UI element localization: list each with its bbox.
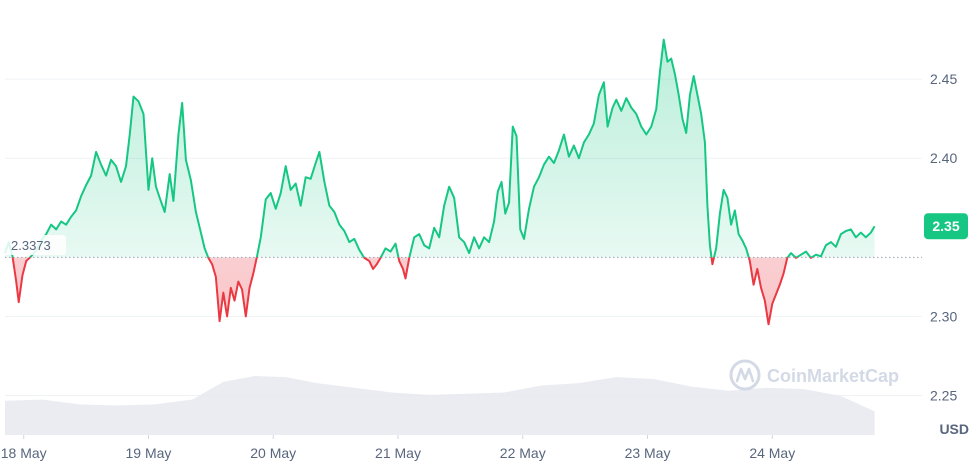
open-price-label: 2.3373: [4, 235, 66, 255]
coinmarketcap-logo-icon: [729, 359, 761, 391]
current-price-value: 2.35: [932, 218, 959, 234]
volume-area: [5, 376, 875, 435]
y-tick-label: 2.30: [930, 308, 957, 324]
price-line: [4, 38, 876, 326]
y-tick-label: 2.45: [930, 71, 957, 87]
x-tick-label: 23 May: [625, 445, 671, 461]
y-tick-label: 2.25: [930, 387, 957, 403]
x-tick-label: 19 May: [126, 445, 172, 461]
area-below-baseline: [5, 257, 875, 325]
watermark-text: CoinMarketCap: [767, 366, 899, 386]
area-above-baseline: [5, 39, 875, 258]
open-price-value: 2.3373: [11, 238, 51, 253]
x-tick-label: 18 May: [1, 445, 47, 461]
price-area: [5, 39, 875, 325]
watermark: CoinMarketCap: [729, 359, 899, 391]
x-tick-label: 22 May: [500, 445, 546, 461]
current-price-badge-bg: [924, 213, 968, 240]
x-tick-label: 20 May: [250, 445, 296, 461]
y-axis-ticks: 2.25 2.30 2.40 2.45: [930, 71, 957, 403]
x-axis-ticks: 18 May 19 May 20 May 21 May 22 May 23 May 24 M…: [1, 435, 795, 461]
currency-unit: USD: [939, 421, 969, 437]
x-tick-label: 24 May: [749, 445, 795, 461]
price-line-up: [4, 38, 876, 258]
x-tick-label: 21 May: [375, 445, 421, 461]
y-tick-label: 2.40: [930, 150, 957, 166]
current-price-badge: 2.35: [924, 213, 968, 240]
